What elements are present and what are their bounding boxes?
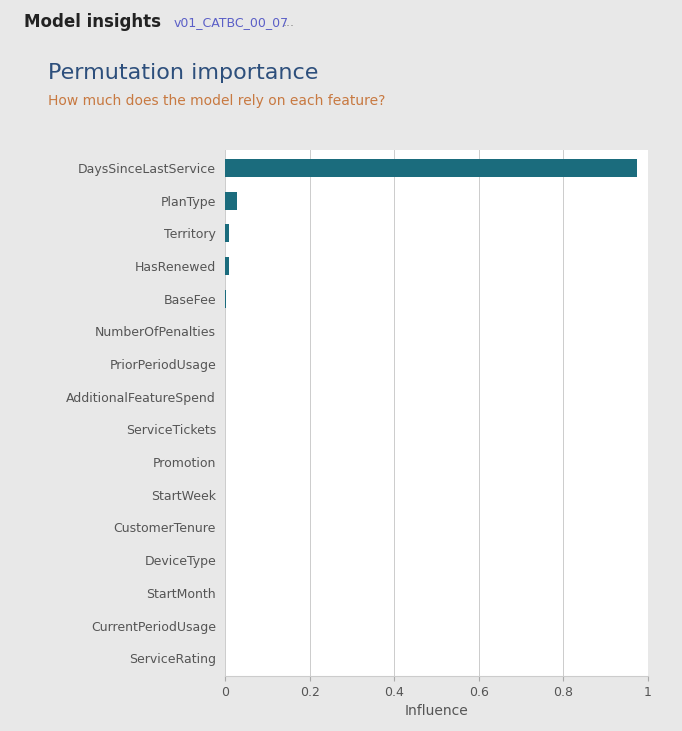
Bar — [225, 159, 637, 177]
Text: ...: ... — [283, 15, 295, 29]
Text: Model insights: Model insights — [24, 13, 161, 31]
Text: How much does the model rely on each feature?: How much does the model rely on each fea… — [48, 94, 385, 107]
Bar — [225, 192, 237, 210]
Bar — [225, 224, 229, 242]
Bar — [225, 257, 229, 275]
X-axis label: Influence: Influence — [404, 705, 469, 719]
Text: Permutation importance: Permutation importance — [48, 63, 318, 83]
Text: v01_CATBC_00_07: v01_CATBC_00_07 — [174, 15, 289, 29]
Bar — [225, 289, 226, 308]
